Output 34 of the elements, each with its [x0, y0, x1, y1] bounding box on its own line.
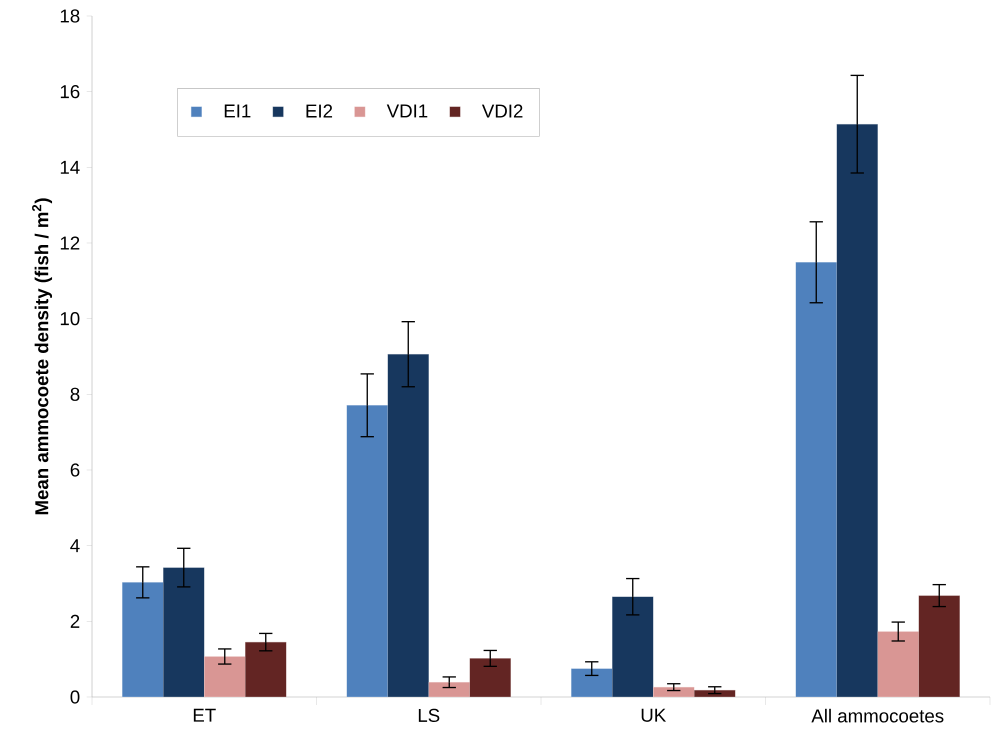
bar	[346, 405, 388, 697]
bar	[836, 124, 878, 697]
y-tick-label: 4	[70, 539, 80, 552]
y-tick-label: 14	[60, 160, 80, 174]
x-tick-label: UK	[642, 708, 666, 722]
y-tick-label: 0	[70, 690, 80, 704]
legend-label: EI2	[306, 104, 332, 118]
bar	[122, 582, 164, 697]
y-axis-title: Mean ammocoete density (fish / m$^{2}$)	[32, 198, 52, 514]
bar	[918, 595, 960, 697]
bar	[571, 668, 612, 697]
bar	[612, 596, 654, 697]
y-tick-label: 12	[60, 236, 80, 250]
bar	[428, 682, 470, 697]
y-tick-label: 10	[60, 312, 80, 326]
bar	[388, 354, 429, 697]
legend-label: EI1	[224, 104, 250, 118]
x-tick-label: LS	[418, 708, 440, 722]
bar	[204, 656, 246, 697]
bar	[653, 686, 694, 697]
y-tick-label: 16	[60, 85, 80, 98]
x-tick-label: All ammocoetes	[811, 708, 944, 723]
legend-label: VDI1	[386, 104, 428, 118]
bar	[878, 631, 919, 697]
bar	[245, 642, 286, 697]
y-tick-label: 6	[70, 463, 80, 477]
x-tick-label: ET	[194, 708, 216, 722]
legend-label: VDI2	[482, 104, 522, 118]
bar	[163, 567, 204, 697]
bar	[796, 262, 837, 697]
y-tick-label: 8	[70, 388, 80, 401]
bar	[470, 658, 511, 697]
y-tick-label: 18	[60, 9, 80, 23]
y-tick-label: 2	[70, 614, 80, 628]
